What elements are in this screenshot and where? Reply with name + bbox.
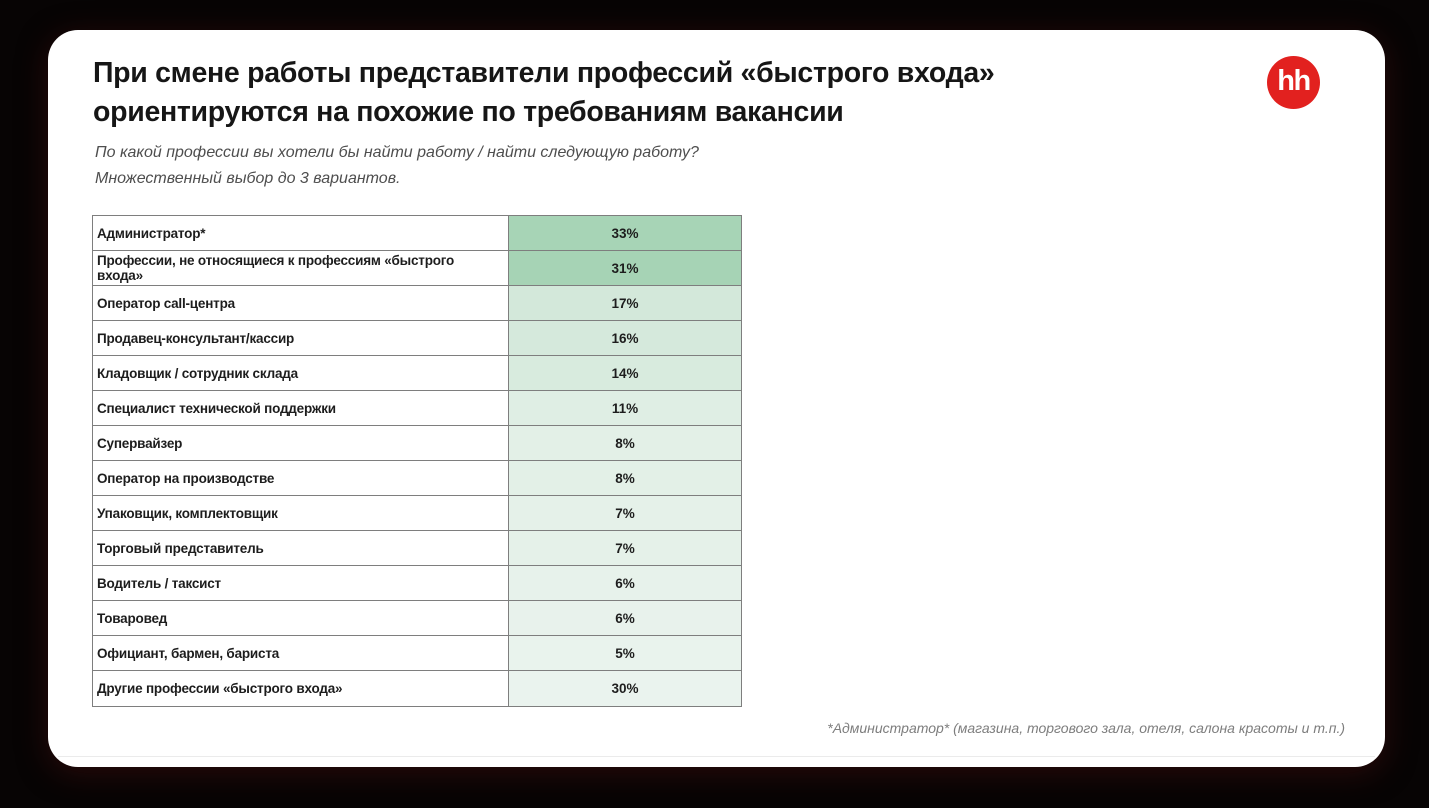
profession-label: Товаровед [93,601,509,635]
table-row: Продавец-консультант/кассир 16% [93,321,741,356]
profession-value-cell: 31% [509,251,741,285]
profession-label: Профессии, не относящиеся к профессиям «… [93,251,509,285]
table-row: Водитель / таксист 6% [93,566,741,601]
professions-table: Администратор* 33% Профессии, не относящ… [92,215,742,707]
profession-value-cell: 16% [509,321,741,355]
profession-value-cell: 11% [509,391,741,425]
profession-value-cell: 14% [509,356,741,390]
slide-title-line-2: ориентируются на похожие по требованиям … [93,96,844,128]
profession-label: Супервайзер [93,426,509,460]
profession-value-cell: 5% [509,636,741,670]
profession-value-cell: 33% [509,216,741,250]
profession-label: Оператор call-центра [93,286,509,320]
survey-question-line-1: По какой профессии вы хотели бы найти ра… [95,144,699,161]
profession-label: Торговый представитель [93,531,509,565]
profession-value-cell: 6% [509,601,741,635]
profession-label: Специалист технической поддержки [93,391,509,425]
slide-card: При смене работы представители профессий… [48,30,1385,767]
hh-logo-text: hh [1277,64,1311,97]
profession-label: Другие профессии «быстрого входа» [93,671,509,706]
table-row: Упаковщик, комплектовщик 7% [93,496,741,531]
profession-label: Официант, бармен, бариста [93,636,509,670]
table-row: Супервайзер 8% [93,426,741,461]
survey-question-line-2: Множественный выбор до 3 вариантов. [95,170,401,187]
footnote: *Администратор* (магазина, торгового зал… [827,720,1345,736]
profession-value-cell: 8% [509,461,741,495]
table-row: Оператор на производстве 8% [93,461,741,496]
table-row: Оператор call-центра 17% [93,286,741,321]
slide-title: При смене работы представители профессий… [93,54,1213,132]
table-row: Профессии, не относящиеся к профессиям «… [93,251,741,286]
table-row: Товаровед 6% [93,601,741,636]
profession-label: Продавец-консультант/кассир [93,321,509,355]
profession-value-cell: 17% [509,286,741,320]
hh-logo: hh [1267,56,1320,109]
survey-question: По какой профессии вы хотели бы найти ра… [95,140,995,192]
table-row: Специалист технической поддержки 11% [93,391,741,426]
profession-label: Водитель / таксист [93,566,509,600]
profession-label: Оператор на производстве [93,461,509,495]
table-row: Официант, бармен, бариста 5% [93,636,741,671]
profession-value-cell: 30% [509,671,741,706]
profession-value-cell: 7% [509,531,741,565]
table-row: Администратор* 33% [93,216,741,251]
profession-label: Кладовщик / сотрудник склада [93,356,509,390]
profession-value-cell: 7% [509,496,741,530]
slide-title-line-1: При смене работы представители профессий… [93,57,995,89]
table-row: Торговый представитель 7% [93,531,741,566]
bottom-divider [58,756,1375,757]
profession-value-cell: 6% [509,566,741,600]
table-row: Кладовщик / сотрудник склада 14% [93,356,741,391]
table-row: Другие профессии «быстрого входа» 30% [93,671,741,706]
profession-label: Администратор* [93,216,509,250]
profession-label: Упаковщик, комплектовщик [93,496,509,530]
profession-value-cell: 8% [509,426,741,460]
